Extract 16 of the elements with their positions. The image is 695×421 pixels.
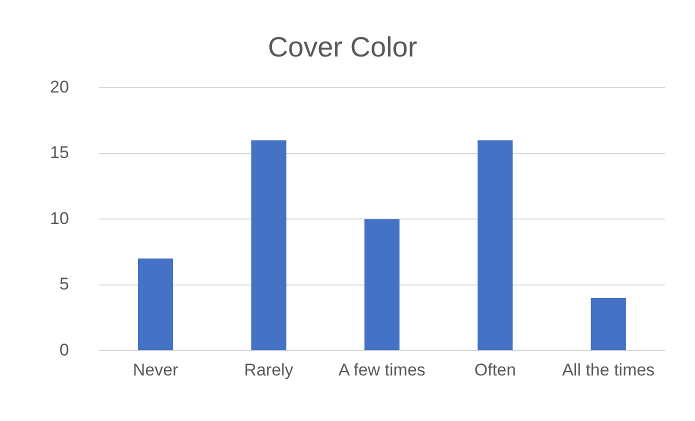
bar [590, 298, 626, 350]
y-tick-label: 15 [50, 143, 69, 162]
chart-title: Cover Color [268, 32, 418, 63]
bar [364, 219, 400, 350]
y-tick-label: 5 [59, 274, 69, 294]
y-tick-label: 20 [50, 77, 69, 96]
x-tick-label: All the times [562, 360, 655, 380]
y-tick-label: 10 [50, 208, 69, 228]
x-tick-label: Often [474, 360, 516, 380]
bar [138, 258, 174, 350]
bar [478, 140, 513, 350]
bar [251, 140, 286, 350]
x-tick-label: Never [132, 360, 179, 380]
x-tick-label: Rarely [244, 360, 294, 380]
y-tick-label: 0 [59, 340, 69, 360]
x-tick-label: A few times [338, 360, 426, 380]
